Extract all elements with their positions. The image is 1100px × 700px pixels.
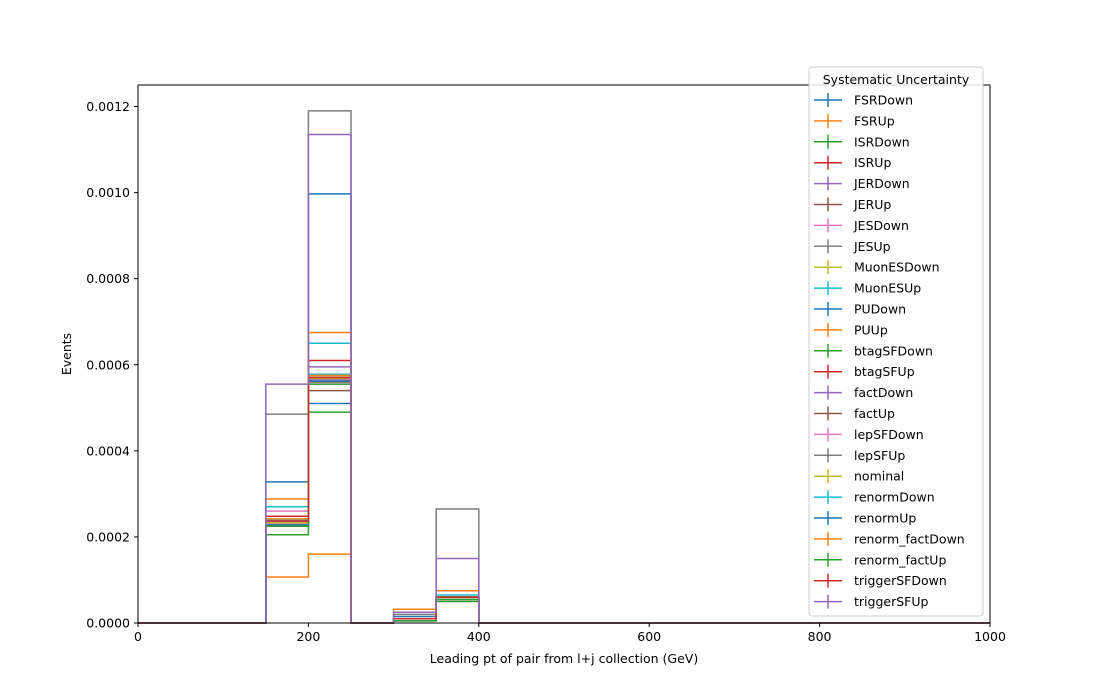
legend-label: renorm_factUp: [854, 552, 946, 567]
legend-label: JESDown: [853, 218, 909, 233]
legend-box: [808, 66, 984, 617]
legend-item-MuonESDown: MuonESDown: [814, 260, 940, 275]
legend-label: btagSFDown: [854, 343, 933, 358]
y-tick-label: 0.0004: [86, 443, 130, 458]
legend-label: JERDown: [853, 176, 910, 191]
legend-item-lepSFDown: lepSFDown: [814, 427, 924, 442]
y-axis-label: Events: [59, 333, 74, 375]
legend-item-renormUp: renormUp: [814, 511, 916, 526]
legend-label: PUDown: [854, 302, 906, 317]
legend-label: lepSFDown: [854, 427, 924, 442]
legend-label: FSRUp: [854, 113, 895, 128]
legend-label: renormUp: [854, 511, 916, 526]
legend-item-renormDown: renormDown: [814, 490, 935, 505]
legend-item-renorm_factDown: renorm_factDown: [814, 531, 965, 546]
legend-item-triggerSFDown: triggerSFDown: [814, 573, 947, 588]
legend-label: lepSFUp: [854, 448, 905, 463]
legend-label: triggerSFUp: [854, 594, 928, 609]
x-tick-label: 200: [296, 629, 320, 644]
x-tick-label: 800: [808, 629, 832, 644]
legend-item-FSRDown: FSRDown: [814, 93, 913, 108]
y-tick-label: 0.0000: [86, 616, 130, 631]
legend-label: factUp: [854, 406, 895, 421]
legend-label: renorm_factDown: [854, 531, 965, 546]
x-tick-label: 1000: [974, 629, 1006, 644]
y-tick-label: 0.0012: [86, 99, 130, 114]
legend-label: MuonESDown: [854, 260, 940, 275]
y-axis-ticks: 0.0000 0.0002 0.0004 0.0006 0.0008 0.0010 0.00…: [86, 99, 138, 631]
legend-item-FSRUp: FSRUp: [814, 113, 895, 128]
legend-item-lepSFUp: lepSFUp: [814, 448, 905, 463]
legend-label: triggerSFDown: [854, 573, 947, 588]
legend-item-btagSFDown: btagSFDown: [814, 343, 933, 358]
legend-item-btagSFUp: btagSFUp: [814, 364, 915, 379]
legend-item-PUDown: PUDown: [814, 302, 906, 317]
legend-item-PUUp: PUUp: [814, 322, 888, 337]
legend-item-triggerSFUp: triggerSFUp: [814, 594, 928, 609]
legend: Systematic Uncertainty FSRDown FSRUp ISRDo…: [808, 66, 984, 617]
x-axis-ticks: 0 200 400 600 800 1000: [134, 623, 1006, 644]
legend-label: MuonESUp: [854, 281, 921, 296]
x-tick-label: 400: [467, 629, 491, 644]
legend-label: ISRDown: [854, 134, 910, 149]
axes-frame: [137, 84, 991, 624]
legend-item-ISRUp: ISRUp: [814, 155, 891, 170]
legend-item-nominal: nominal: [814, 469, 904, 484]
y-tick-label: 0.0002: [86, 529, 130, 544]
legend-label: renormDown: [854, 490, 935, 505]
legend-label: FSRDown: [854, 93, 913, 108]
legend-item-MuonESUp: MuonESUp: [814, 281, 921, 296]
y-tick-label: 0.0010: [86, 185, 130, 200]
legend-item-factUp: factUp: [814, 406, 895, 421]
legend-title: Systematic Uncertainty: [823, 72, 970, 87]
legend-item-renorm_factUp: renorm_factUp: [814, 552, 946, 567]
y-tick-label: 0.0008: [86, 271, 130, 286]
legend-label: btagSFUp: [854, 364, 915, 379]
x-axis-label: Leading pt of pair from l+j collection (…: [430, 651, 698, 666]
x-tick-label: 600: [637, 629, 661, 644]
legend-item-JESDown: JESDown: [814, 218, 909, 233]
legend-label: JESUp: [853, 239, 891, 254]
legend-item-ISRDown: ISRDown: [814, 134, 910, 149]
legend-label: JERUp: [853, 197, 891, 212]
legend-item-JERUp: JERUp: [814, 197, 891, 212]
legend-label: PUUp: [854, 322, 888, 337]
x-tick-label: 0: [134, 629, 142, 644]
legend-items: FSRDown FSRUp ISRDown ISRUp JERDown JERUp JESD…: [814, 93, 965, 609]
legend-label: nominal: [854, 469, 904, 484]
legend-item-JERDown: JERDown: [814, 176, 910, 191]
legend-item-JESUp: JESUp: [814, 239, 891, 254]
legend-label: factDown: [854, 385, 913, 400]
legend-label: ISRUp: [854, 155, 891, 170]
legend-item-factDown: factDown: [814, 385, 913, 400]
y-tick-label: 0.0006: [86, 357, 130, 372]
